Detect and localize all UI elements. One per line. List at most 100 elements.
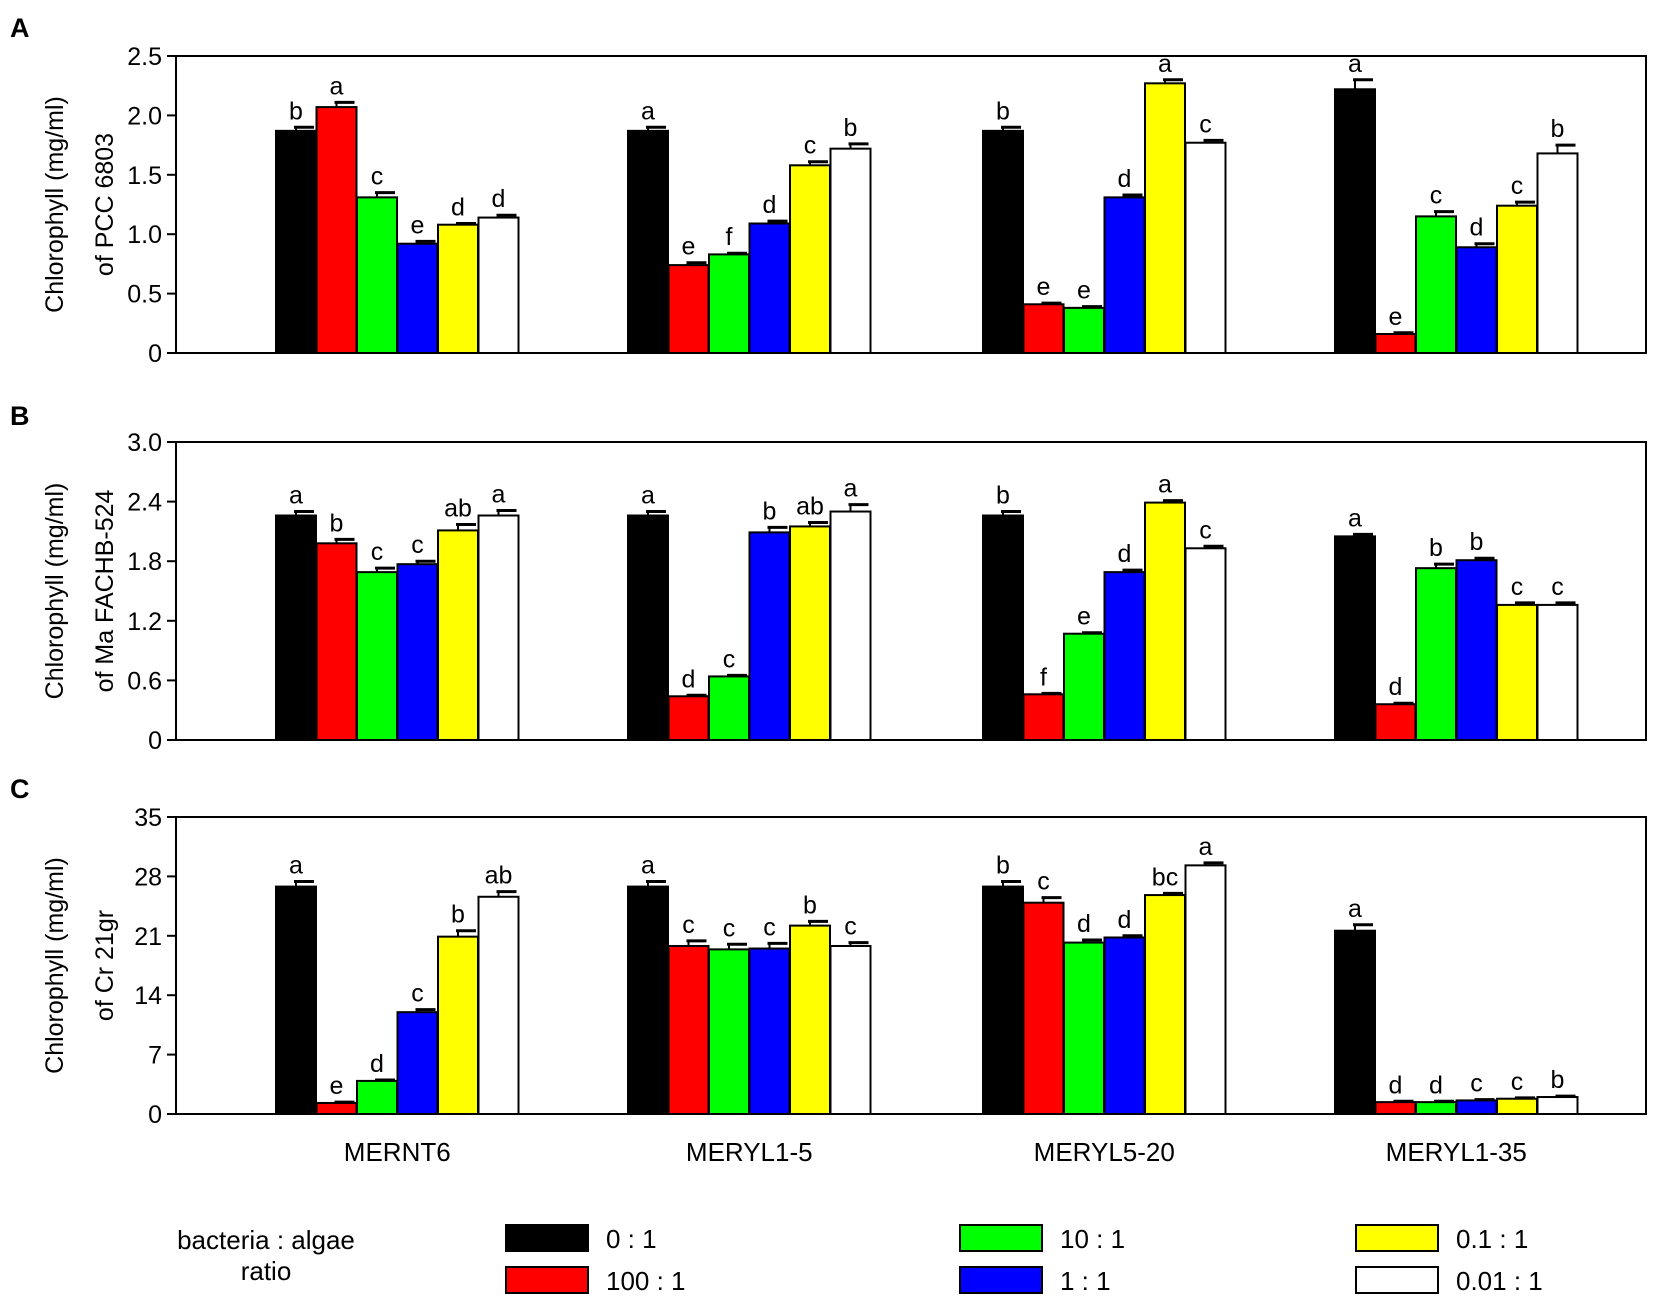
- panel-a: A 0 0.5 1.0 1.5 2.0 2.5 Chlorophyll (mg/ml) of P…: [10, 13, 1647, 368]
- significance-label: c: [1511, 1068, 1524, 1096]
- bar: [437, 223, 479, 354]
- bar: [708, 253, 750, 354]
- significance-label: a: [1348, 895, 1362, 923]
- bar: [1536, 1096, 1579, 1115]
- bar: [477, 895, 520, 1115]
- bar: [627, 129, 669, 354]
- significance-label: a: [289, 482, 303, 510]
- plot-frame: [175, 441, 1647, 741]
- bar: [1103, 936, 1146, 1115]
- significance-label: b: [844, 114, 858, 142]
- bar-group: ac c cbc: [627, 851, 872, 1116]
- bar-group: ad d c c b: [1334, 895, 1579, 1115]
- significance-label: e: [411, 211, 425, 239]
- legend-label: 0.1 : 1: [1456, 1224, 1528, 1254]
- significance-label: e: [682, 233, 696, 261]
- bar: [396, 563, 439, 741]
- bar: [1022, 303, 1065, 354]
- bar: [1374, 703, 1417, 741]
- significance-label: c: [1430, 182, 1443, 210]
- bar: [356, 196, 398, 354]
- significance-label: b: [1429, 534, 1443, 562]
- significance-label: d: [451, 194, 465, 222]
- significance-label: a: [641, 851, 655, 879]
- y-tick-label: 3.0: [127, 429, 162, 457]
- significance-label: d: [1429, 1071, 1443, 1099]
- bar: [829, 147, 872, 354]
- y-tick-label: 0.5: [127, 281, 162, 309]
- bar: [982, 885, 1024, 1116]
- plot-frame: [175, 816, 1647, 1115]
- bar: [982, 129, 1024, 354]
- significance-label: f: [726, 223, 733, 251]
- legend-subtitle: ratio: [241, 1256, 292, 1286]
- significance-label: e: [1389, 303, 1403, 331]
- significance-label: d: [682, 665, 696, 693]
- significance-label: d: [1470, 214, 1484, 242]
- panel-c: C 0 7 14 21 28 35 Chlorophyll (mg/ml) of Cr 21gr…: [10, 774, 1647, 1129]
- legend-label: 0.01 : 1: [1456, 1266, 1543, 1296]
- bar: [1496, 1097, 1538, 1115]
- bar: [437, 935, 479, 1115]
- bar: [275, 885, 317, 1116]
- significance-label: c: [1199, 516, 1212, 544]
- bar: [1334, 929, 1376, 1115]
- bar: [477, 216, 520, 354]
- bar: [1455, 246, 1498, 355]
- y-axis-title: Chlorophyll (mg/ml): [41, 483, 69, 700]
- panel-label: B: [10, 401, 30, 431]
- significance-label: a: [1158, 50, 1172, 78]
- legend-swatch: [1355, 1266, 1439, 1294]
- significance-label: a: [1199, 833, 1213, 861]
- significance-label: c: [411, 980, 424, 1008]
- significance-label: c: [1470, 1070, 1483, 1098]
- panel-b: B 0 0.6 1.2 1.8 2.4 3.0 Chlorophyll (mg/ml) of M…: [10, 401, 1647, 755]
- y-axis-subtitle: of PCC 6803: [91, 133, 119, 276]
- bar: [667, 695, 710, 741]
- bar: [1184, 864, 1227, 1116]
- bar: [667, 264, 710, 355]
- significance-label: a: [1158, 471, 1172, 499]
- bar: [708, 948, 750, 1115]
- legend-label: 1 : 1: [1060, 1266, 1111, 1296]
- bar: [829, 944, 872, 1115]
- bar: [982, 514, 1024, 741]
- significance-label: b: [996, 482, 1010, 510]
- bar: [477, 514, 520, 741]
- bar: [789, 525, 831, 742]
- significance-label: a: [1348, 50, 1362, 78]
- y-tick-label: 2.0: [127, 102, 162, 130]
- bar: [315, 1101, 358, 1116]
- significance-label: d: [1118, 540, 1132, 568]
- significance-label: e: [1037, 273, 1051, 301]
- bar: [1415, 215, 1457, 354]
- bar: [829, 510, 872, 741]
- bar-group: b f e d ac: [982, 471, 1227, 742]
- y-axis-subtitle: of Ma FACHB-524: [91, 489, 119, 692]
- legend-swatch: [505, 1224, 589, 1252]
- significance-label: d: [1389, 673, 1403, 701]
- significance-label: c: [1511, 172, 1524, 200]
- legend-item: 0.01 : 1: [1355, 1266, 1543, 1296]
- significance-label: c: [763, 913, 776, 941]
- significance-label: c: [804, 132, 817, 160]
- significance-label: a: [289, 851, 303, 879]
- legend-item: 100 : 1: [505, 1266, 686, 1296]
- significance-label: a: [492, 481, 506, 509]
- significance-label: a: [330, 72, 344, 100]
- bar: [1144, 82, 1186, 354]
- significance-label: a: [1348, 504, 1362, 532]
- significance-label: b: [763, 497, 777, 525]
- bar-group: a ed c bab: [275, 851, 520, 1116]
- bar: [789, 164, 831, 354]
- legend-swatch: [1355, 1224, 1439, 1252]
- x-category-label: MERYL1-35: [1386, 1137, 1527, 1167]
- bar: [1184, 141, 1227, 354]
- significance-label: d: [1077, 910, 1091, 938]
- bar: [1063, 941, 1105, 1115]
- significance-label: c: [371, 163, 384, 191]
